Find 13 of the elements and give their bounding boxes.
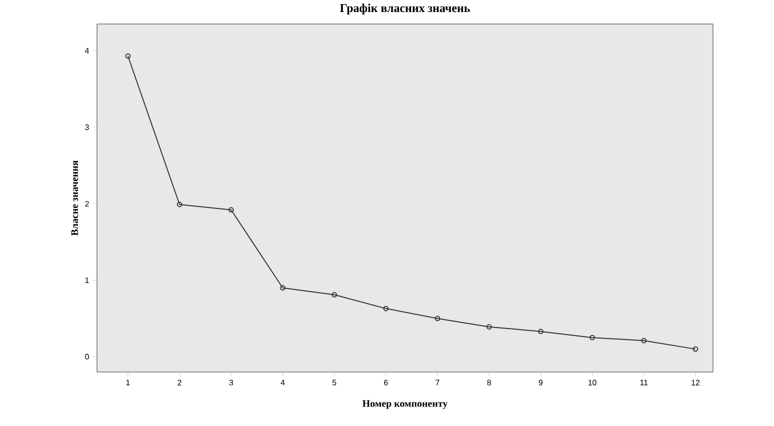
- point: [176, 202, 182, 208]
- point: [641, 338, 647, 344]
- point: [228, 207, 234, 213]
- point: [332, 292, 338, 298]
- point: [383, 306, 389, 312]
- y-axis-title: Власне значення: [71, 160, 78, 236]
- point: [590, 334, 595, 340]
- chart-title: Графік власних значень: [340, 4, 470, 14]
- point: [538, 328, 544, 334]
- x-axis-title: Номер компоненту: [362, 400, 448, 409]
- point: [434, 316, 440, 322]
- point: [486, 324, 492, 330]
- point: [280, 285, 286, 291]
